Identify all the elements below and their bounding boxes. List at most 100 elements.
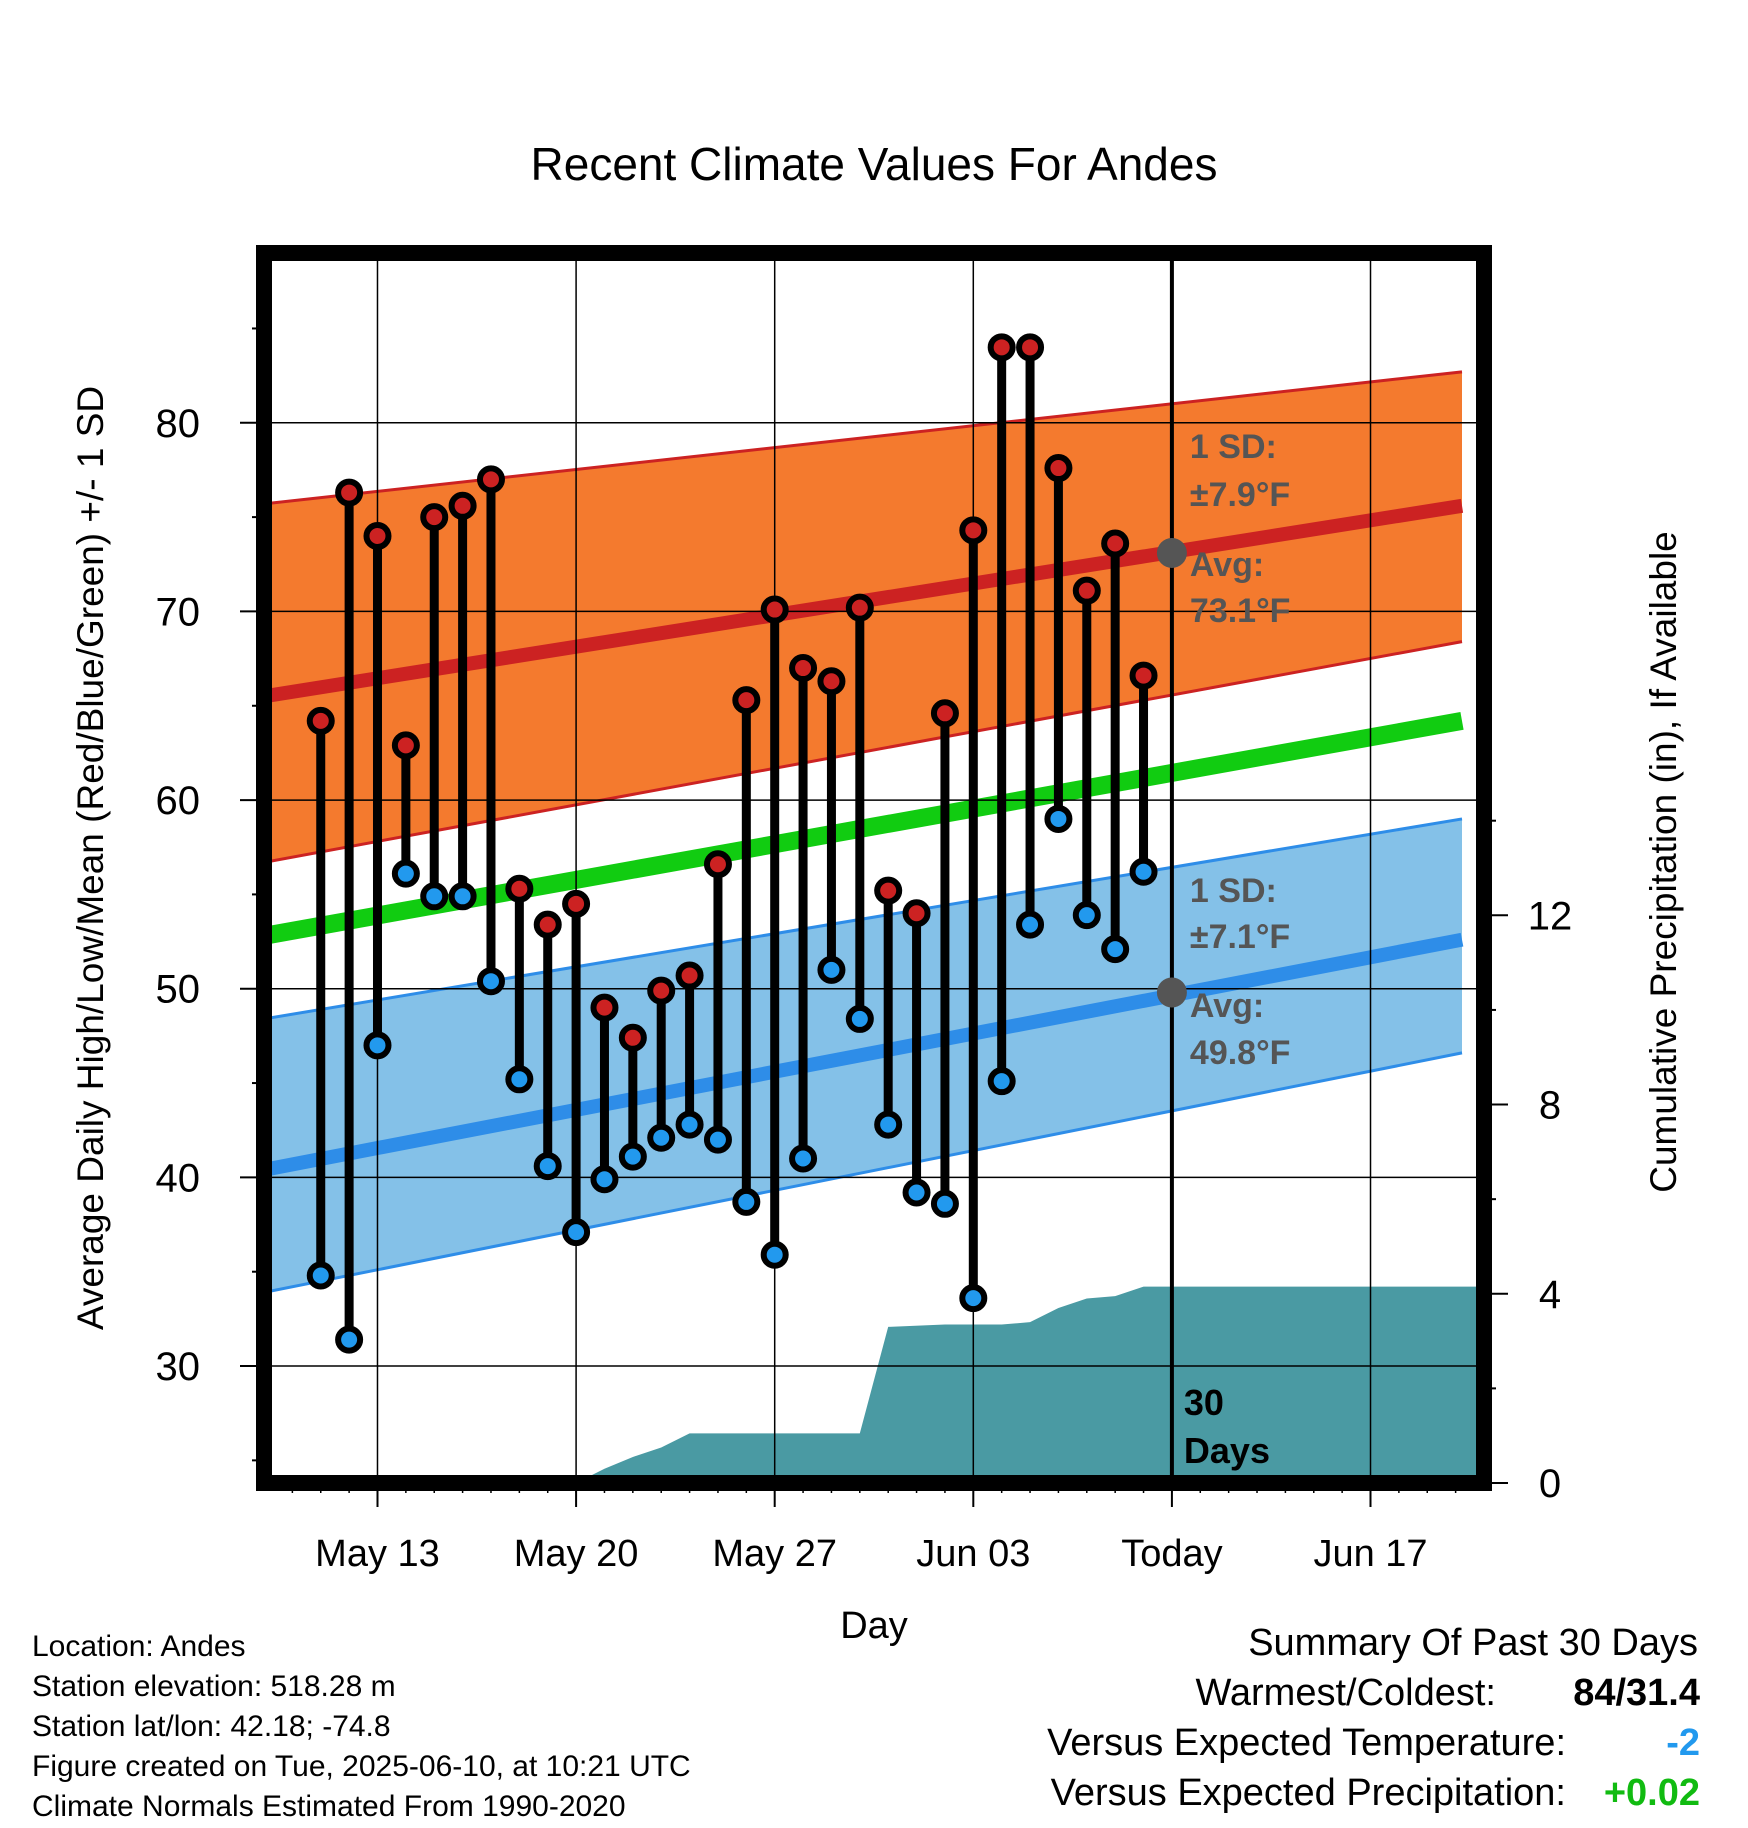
high-sd-band-upper: [264, 370, 1463, 506]
warmest-value: 84/31.4: [1573, 1672, 1700, 1714]
low-temp-point: [874, 1110, 903, 1139]
today-high-normal-marker: [1156, 537, 1187, 568]
low-temp-point: [590, 1165, 619, 1194]
x-axis-label: Day: [840, 1605, 908, 1647]
precip-area: [264, 1286, 1484, 1483]
low-temp-point: [930, 1189, 959, 1218]
x-tick-label-today: Today: [1121, 1533, 1222, 1575]
high-temp-point: [732, 686, 761, 715]
y-tick-label: 40: [156, 1156, 201, 1200]
warmest-label: Warmest/Coldest:: [1195, 1672, 1496, 1714]
temp-label: Versus Expected Temperature:: [1047, 1722, 1566, 1764]
high-sd-label: 1 SD:: [1190, 428, 1277, 466]
low-temp-point: [987, 1067, 1016, 1096]
low-sd-value: ±7.1°F: [1190, 918, 1290, 956]
high-temp-point: [420, 503, 449, 532]
high-temp-point: [1129, 661, 1158, 690]
low-temp-point: [1101, 935, 1130, 964]
high-temp-point: [675, 961, 704, 990]
high-sd-value: ±7.9°F: [1190, 476, 1290, 514]
meta-location: Location: Andes: [32, 1630, 246, 1663]
high-temp-point: [618, 1023, 647, 1052]
high-temp-point: [647, 976, 676, 1005]
y2-axis-label: Cumulative Precipitation (in), If Availa…: [1643, 531, 1684, 1193]
precip-label: Versus Expected Precipitation:: [1050, 1772, 1566, 1814]
high-temp-point: [1016, 333, 1045, 362]
y2-tick-label: 12: [1528, 894, 1573, 938]
low-temp-point: [703, 1125, 732, 1154]
meta-elevation: Station elevation: 518.28 m: [32, 1670, 396, 1703]
days-word-label: Days: [1184, 1430, 1270, 1471]
low-temp-point: [533, 1152, 562, 1181]
today-low-normal-marker: [1156, 977, 1187, 1008]
high-temp-point: [363, 521, 392, 550]
low-temp-point: [448, 882, 477, 911]
low-temp-point: [1016, 910, 1045, 939]
high-temp-point: [505, 874, 534, 903]
low-temp-point: [363, 1031, 392, 1060]
x-tick-label-may-27: May 27: [712, 1533, 837, 1575]
low-sd-label: 1 SD:: [1190, 872, 1277, 910]
plot-frame: [256, 245, 1492, 1491]
y-tick-label: 50: [156, 968, 201, 1012]
low-temp-point: [817, 955, 846, 984]
x-tick-label-may-13: May 13: [315, 1533, 440, 1575]
plot-area: [264, 370, 1484, 1483]
high-avg-label: Avg:: [1190, 546, 1264, 584]
low-temp-point: [845, 1004, 874, 1033]
low-avg-label: Avg:: [1190, 987, 1264, 1025]
low-temp-point: [789, 1144, 818, 1173]
high-temp-point: [306, 706, 335, 735]
low-temp-point: [335, 1325, 364, 1354]
high-temp-point: [562, 889, 591, 918]
high-temp-point: [335, 478, 364, 507]
summary-title: Summary Of Past 30 Days: [1248, 1622, 1698, 1664]
meta-latlon: Station lat/lon: 42.18; -74.8: [32, 1710, 391, 1743]
low-temp-point: [1072, 901, 1101, 930]
y-axis-label: Average Daily High/Low/Mean (Red/Blue/Gr…: [70, 386, 111, 1330]
high-temp-point: [817, 667, 846, 696]
high-temp-point: [1044, 454, 1073, 483]
high-temp-point: [448, 491, 477, 520]
high-temp-point: [703, 850, 732, 879]
y-tick-label: 70: [156, 590, 201, 634]
low-temp-point: [618, 1142, 647, 1171]
low-temp-point: [420, 882, 449, 911]
high-temp-point: [874, 876, 903, 905]
y-tick-label: 60: [156, 779, 201, 823]
high-temp-point: [930, 699, 959, 728]
x-tick-label-jun-03: Jun 03: [916, 1533, 1030, 1575]
low-avg-value: 49.8°F: [1190, 1034, 1291, 1072]
low-temp-point: [1044, 804, 1073, 833]
low-temp-point: [760, 1240, 789, 1269]
low-sd-band-lower: [264, 1051, 1463, 1294]
high-temp-point: [533, 910, 562, 939]
chart-title: Recent Climate Values For Andes: [531, 138, 1218, 190]
high-temp-point: [789, 654, 818, 683]
low-temp-point: [732, 1187, 761, 1216]
low-temp-point: [391, 859, 420, 888]
high-temp-point: [1101, 529, 1130, 558]
high-temp-point: [845, 593, 874, 622]
low-temp-point: [505, 1065, 534, 1094]
y2-tick-label: 4: [1539, 1273, 1561, 1317]
high-temp-point: [959, 516, 988, 545]
high-temp-point: [902, 899, 931, 928]
low-temp-point: [476, 967, 505, 996]
x-tick-label-jun-17: Jun 17: [1313, 1533, 1427, 1575]
meta-normals: Climate Normals Estimated From 1990-2020: [32, 1790, 626, 1823]
high-temp-point: [476, 465, 505, 494]
precip-value: +0.02: [1603, 1772, 1700, 1814]
low-temp-point: [959, 1284, 988, 1313]
low-temp-point: [647, 1123, 676, 1152]
x-tick-label-may-20: May 20: [514, 1533, 639, 1575]
temp-value: -2: [1666, 1722, 1700, 1764]
low-normal-line: [264, 932, 1464, 1177]
high-temp-point: [391, 731, 420, 760]
low-temp-point: [306, 1261, 335, 1290]
low-temp-point: [562, 1218, 591, 1247]
high-temp-point: [1072, 576, 1101, 605]
low-temp-point: [902, 1178, 931, 1207]
low-temp-point: [1129, 857, 1158, 886]
